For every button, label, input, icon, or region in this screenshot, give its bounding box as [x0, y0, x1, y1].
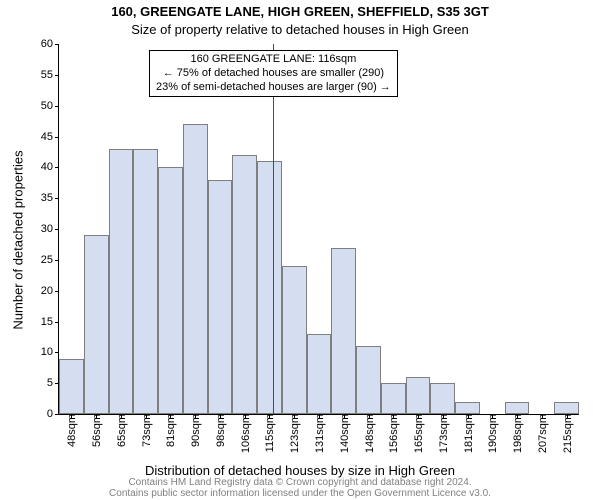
histogram-bar	[59, 359, 84, 415]
y-tick: 55	[41, 69, 59, 81]
x-tick: 48sqm	[64, 414, 78, 447]
histogram-bar	[331, 248, 356, 415]
histogram-bar	[307, 334, 332, 414]
histogram-bar	[430, 383, 455, 414]
histogram-bar	[208, 180, 233, 414]
x-tick: 207sqm	[535, 414, 549, 453]
x-tick: 215sqm	[560, 414, 574, 453]
y-tick: 10	[41, 346, 59, 358]
histogram-bar	[232, 155, 257, 414]
y-tick: 35	[41, 192, 59, 204]
x-tick: 173sqm	[436, 414, 450, 453]
x-tick: 56sqm	[89, 414, 103, 447]
histogram-bar	[554, 402, 579, 414]
bars-group	[59, 44, 579, 414]
footer-attribution: Contains HM Land Registry data © Crown c…	[0, 477, 600, 499]
chart-container: 160, GREENGATE LANE, HIGH GREEN, SHEFFIE…	[0, 0, 600, 500]
x-tick: 98sqm	[213, 414, 227, 447]
y-tick: 40	[41, 161, 59, 173]
chart-title-line1: 160, GREENGATE LANE, HIGH GREEN, SHEFFIE…	[0, 4, 600, 19]
x-tick: 131sqm	[312, 414, 326, 453]
annotation-line: 23% of semi-detached houses are larger (…	[156, 81, 391, 95]
x-tick: 106sqm	[238, 414, 252, 453]
histogram-bar	[158, 167, 183, 414]
histogram-bar	[356, 346, 381, 414]
histogram-bar	[282, 266, 307, 414]
reference-line	[273, 44, 274, 414]
histogram-bar	[381, 383, 406, 414]
x-tick: 156sqm	[386, 414, 400, 453]
annotation-line: 160 GREENGATE LANE: 116sqm	[156, 53, 391, 67]
histogram-bar	[406, 377, 431, 414]
histogram-bar	[455, 402, 480, 414]
y-tick: 20	[41, 285, 59, 297]
annotation-box: 160 GREENGATE LANE: 116sqm← 75% of detac…	[149, 50, 398, 97]
x-tick: 140sqm	[337, 414, 351, 453]
histogram-bar	[109, 149, 134, 414]
x-tick: 115sqm	[262, 414, 276, 452]
x-axis-label: Distribution of detached houses by size …	[0, 463, 600, 478]
x-tick: 81sqm	[163, 414, 177, 447]
x-tick: 148sqm	[362, 414, 376, 453]
y-tick: 45	[41, 131, 59, 143]
x-tick: 190sqm	[485, 414, 499, 453]
y-tick: 0	[47, 408, 59, 420]
histogram-bar	[257, 161, 282, 414]
histogram-bar	[505, 402, 530, 414]
y-tick: 15	[41, 316, 59, 328]
x-tick: 198sqm	[510, 414, 524, 453]
chart-title-line2: Size of property relative to detached ho…	[0, 22, 600, 37]
y-tick: 30	[41, 223, 59, 235]
footer-line2: Contains public sector information licen…	[0, 488, 600, 499]
plot-area: 05101520253035404550556048sqm56sqm65sqm7…	[58, 44, 579, 415]
x-tick: 73sqm	[139, 414, 153, 447]
annotation-line: ← 75% of detached houses are smaller (29…	[156, 67, 391, 81]
histogram-bar	[84, 235, 109, 414]
footer-line1: Contains HM Land Registry data © Crown c…	[0, 477, 600, 488]
x-tick: 165sqm	[411, 414, 425, 453]
y-tick: 50	[41, 100, 59, 112]
y-axis-label: Number of detached properties	[10, 150, 25, 329]
x-tick: 123sqm	[287, 414, 301, 453]
y-tick: 5	[47, 377, 59, 389]
x-tick: 181sqm	[461, 414, 475, 453]
x-tick: 65sqm	[114, 414, 128, 447]
y-tick: 25	[41, 254, 59, 266]
histogram-bar	[183, 124, 208, 414]
x-tick: 90sqm	[188, 414, 202, 447]
histogram-bar	[133, 149, 158, 414]
y-tick: 60	[41, 38, 59, 50]
